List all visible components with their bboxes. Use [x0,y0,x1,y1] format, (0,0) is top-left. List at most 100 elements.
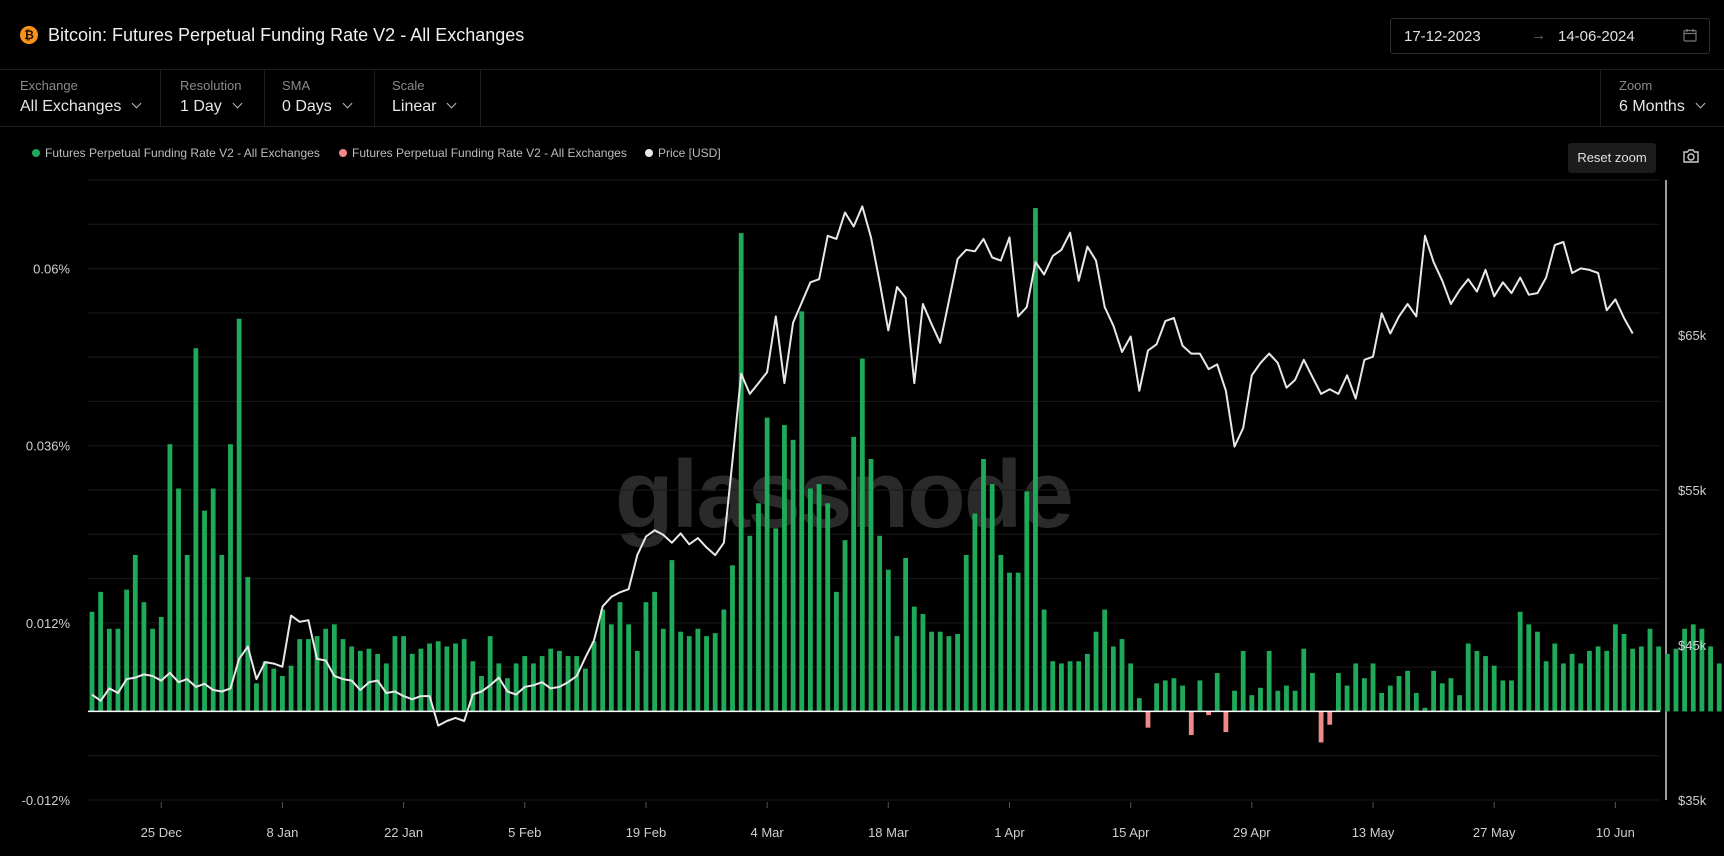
funding-bar-positive [141,602,147,712]
funding-bar-positive [885,569,891,712]
legend-item-price[interactable]: Price [USD] [645,146,721,160]
funding-bar-positive [505,678,510,712]
zoom-select[interactable]: Zoom 6 Months [1600,70,1724,126]
funding-bar-positive [1171,678,1177,712]
funding-bar-positive [1214,673,1220,712]
funding-bar-positive [1084,653,1090,712]
date-end-input[interactable]: 14-06-2024 [1558,28,1635,45]
funding-bar-positive [911,606,917,712]
funding-bar-positive [288,665,294,712]
funding-bar-positive [1128,663,1134,712]
funding-bar-positive [1284,685,1289,712]
funding-bar-positive [1543,661,1549,712]
funding-bar-positive [513,663,519,712]
funding-bar-positive [98,591,104,712]
funding-bar-positive [132,554,138,712]
funding-bar-positive [1015,572,1021,712]
funding-bar-positive [972,513,978,712]
funding-bar-positive [1154,683,1160,712]
funding-bar-positive [799,311,805,712]
funding-bar-positive [608,624,614,712]
funding-bar-positive [202,510,207,712]
legend-label: Futures Perpetual Funding Rate V2 - All … [45,146,320,160]
funding-bar-positive [1517,611,1523,712]
funding-bar-positive [1474,650,1480,712]
date-start-input[interactable]: 17-12-2023 [1404,28,1481,45]
funding-bar-positive [773,528,779,712]
funding-bar-positive [574,656,580,712]
funding-bar-positive [176,488,181,712]
x-axis-tick: 25 Dec [141,825,183,840]
x-axis-tick: 5 Feb [508,825,541,840]
funding-bar-positive [262,661,268,712]
scale-select[interactable]: Scale Linear [375,70,481,126]
funding-bar-positive [825,503,831,712]
x-axis-tick: 15 Apr [1112,825,1150,840]
funding-bar-positive [1232,690,1237,712]
legend-dot [339,149,347,157]
funding-bar-positive [937,631,943,712]
funding-bar-positive [487,636,493,712]
funding-bar-positive [946,636,952,712]
funding-bar-positive [1552,643,1558,712]
funding-bar-positive [591,641,597,712]
funding-bar-positive [738,233,744,712]
funding-bar-positive [375,653,381,712]
funding-bar-positive [1361,678,1367,712]
funding-bar-positive [1656,646,1662,712]
chevron-down-icon [342,98,353,109]
x-axis-tick: 22 Jan [384,825,423,840]
funding-bar-positive [435,641,441,712]
funding-bar-positive [1509,680,1514,712]
funding-bar-positive [184,554,190,712]
funding-bar-positive [470,661,476,712]
chevron-down-icon [232,98,243,109]
y-axis-left-tick: 0.036% [26,439,71,454]
exchange-select[interactable]: Exchange All Exchanges [0,70,161,126]
funding-bar-positive [461,639,467,712]
funding-bar-positive [730,565,735,712]
funding-bar-positive [1093,631,1099,712]
funding-bar-positive [1405,670,1411,712]
legend-label: Futures Perpetual Funding Rate V2 - All … [352,146,627,160]
funding-bar-positive [626,624,632,712]
funding-bar-positive [1612,624,1618,712]
funding-bar-positive [1587,650,1592,712]
reset-zoom-button[interactable]: Reset zoom [1568,143,1656,173]
funding-bar-positive [851,436,857,712]
funding-bar-positive [1439,683,1445,712]
funding-bar-positive [782,425,787,712]
funding-bar-positive [1491,665,1497,712]
funding-bar-positive [409,653,415,712]
funding-bar-positive [1180,685,1185,712]
resolution-value: 1 Day [180,98,222,115]
funding-bar-positive [756,503,761,712]
funding-bar-positive [1240,650,1246,712]
funding-bar-positive [808,488,813,712]
funding-bar-positive [1690,624,1696,712]
funding-bar-positive [479,676,484,712]
funding-bar-positive [1275,690,1281,712]
camera-icon[interactable] [1682,148,1700,164]
legend-item-funding-negative[interactable]: Futures Perpetual Funding Rate V2 - All … [339,146,627,160]
funding-bar-positive [115,628,121,712]
funding-bar-positive [1136,698,1142,712]
resolution-select[interactable]: Resolution 1 Day [161,70,265,126]
x-axis-tick: 18 Mar [868,825,909,840]
funding-bar-positive [1638,646,1644,712]
calendar-icon[interactable] [1683,28,1697,42]
chevron-down-icon [131,98,142,109]
x-axis-tick: 10 Jun [1596,825,1635,840]
funding-bar-positive [548,648,554,712]
funding-bar-positive [1431,670,1437,712]
funding-bar-positive [998,554,1004,712]
funding-bar-positive [280,676,285,712]
funding-bar-positive [790,439,796,712]
funding-bar-positive [1422,707,1428,712]
date-range-picker[interactable]: 17-12-2023 → 14-06-2024 [1390,18,1710,54]
funding-bar-positive [894,636,900,712]
funding-bar-positive [617,602,623,712]
scale-label: Scale [392,78,425,93]
sma-select[interactable]: SMA 0 Days [265,70,375,126]
legend-item-funding-positive[interactable]: Futures Perpetual Funding Rate V2 - All … [32,146,320,160]
